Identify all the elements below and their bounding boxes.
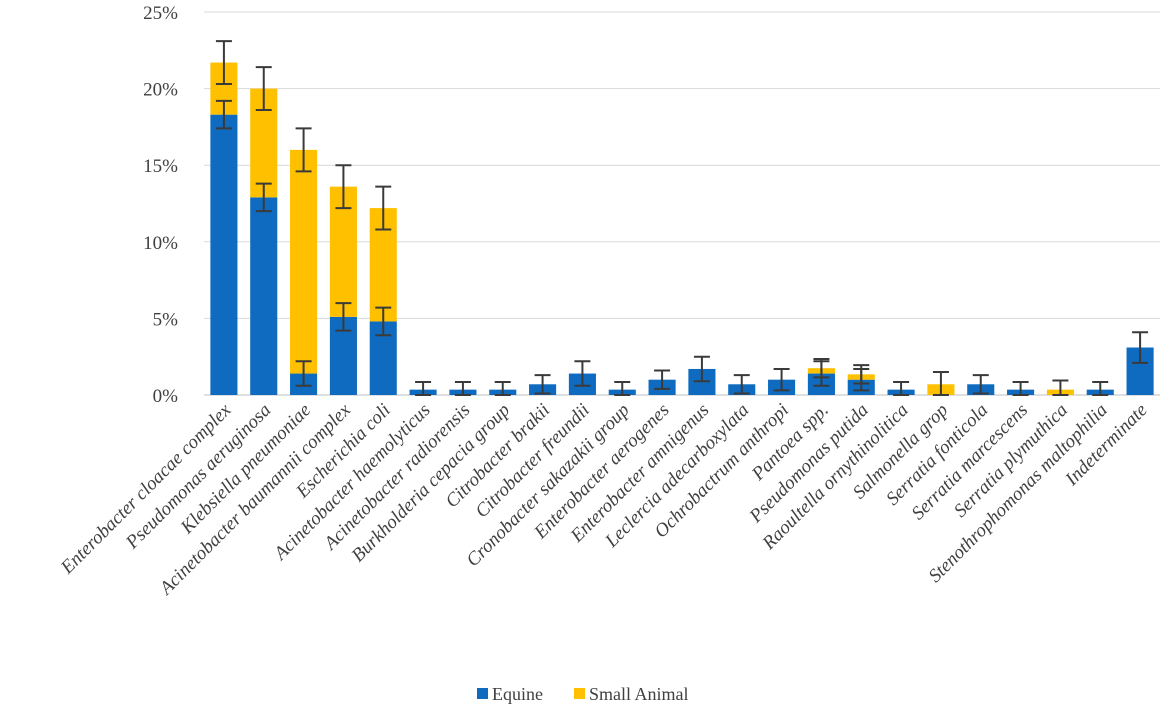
legend-label: Small Animal	[589, 684, 689, 704]
error-bar	[335, 302, 352, 332]
error-bar	[295, 127, 312, 173]
error-bar	[853, 364, 870, 385]
y-tick-label: 0%	[153, 386, 179, 407]
error-bar	[614, 380, 631, 396]
error-bar	[893, 380, 910, 396]
gridlines	[204, 11, 1160, 396]
error-bar	[972, 374, 989, 395]
legend-item: Equine	[477, 684, 543, 704]
bar-equine	[250, 197, 278, 395]
legend: Equine Small Animal	[477, 684, 689, 704]
y-tick-label: 15%	[143, 156, 178, 177]
error-bar	[375, 306, 392, 337]
y-tick-label: 5%	[153, 309, 179, 330]
error-bar	[693, 355, 710, 383]
error-bar	[1132, 331, 1149, 364]
legend-swatch	[477, 688, 488, 699]
y-tick-label: 10%	[143, 233, 178, 254]
error-bar	[415, 380, 432, 396]
error-bar	[454, 380, 471, 396]
error-bar	[295, 360, 312, 387]
error-bar	[932, 371, 949, 396]
x-axis-category-labels: Enterobacter cloacae complexPseudomonas …	[56, 399, 1151, 600]
error-bar	[1092, 380, 1109, 396]
y-axis-ticks: 0% 5% 10% 15% 20% 25%	[143, 3, 178, 407]
legend-item: Small Animal	[574, 684, 689, 704]
error-bar	[773, 367, 790, 392]
error-bars	[215, 40, 1149, 396]
error-bar	[813, 357, 830, 379]
error-bar	[215, 40, 232, 86]
error-bar	[654, 369, 671, 390]
y-tick-label: 25%	[143, 3, 178, 24]
y-tick-label: 20%	[143, 80, 178, 101]
legend-label: Equine	[492, 684, 543, 704]
bars	[210, 62, 1154, 396]
error-bar	[255, 66, 272, 112]
bar-equine	[210, 114, 238, 396]
error-bar	[494, 380, 511, 396]
error-bar	[1012, 380, 1029, 396]
error-bar	[215, 99, 232, 130]
error-bar	[335, 164, 352, 210]
error-bar	[574, 360, 591, 387]
error-bar	[1052, 379, 1069, 396]
bar-small-animal	[290, 149, 318, 374]
error-bar	[534, 374, 551, 395]
error-bar	[375, 185, 392, 231]
error-bar	[733, 374, 750, 395]
error-bar	[255, 182, 272, 213]
legend-swatch	[574, 688, 585, 699]
